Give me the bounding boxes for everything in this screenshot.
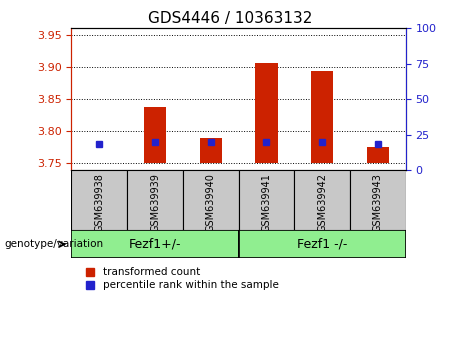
Text: GSM639940: GSM639940	[206, 173, 216, 232]
Text: Fezf1+/-: Fezf1+/-	[129, 238, 181, 251]
Text: GSM639939: GSM639939	[150, 173, 160, 232]
Bar	[71, 170, 127, 230]
Bar	[71, 230, 239, 258]
Bar	[294, 170, 350, 230]
Text: GDS4446 / 10363132: GDS4446 / 10363132	[148, 11, 313, 25]
Text: GSM639942: GSM639942	[317, 173, 327, 232]
Text: GSM639943: GSM639943	[373, 173, 383, 232]
Legend: transformed count, percentile rank within the sample: transformed count, percentile rank withi…	[86, 267, 278, 290]
Text: GSM639941: GSM639941	[261, 173, 272, 232]
Text: GSM639938: GSM639938	[95, 173, 104, 232]
Bar	[238, 230, 406, 258]
Bar	[238, 170, 294, 230]
Bar	[311, 72, 333, 164]
Bar	[366, 147, 389, 164]
Bar	[255, 63, 278, 164]
Bar	[88, 163, 111, 164]
Bar	[350, 170, 406, 230]
Bar	[200, 138, 222, 164]
Text: genotype/variation: genotype/variation	[5, 239, 104, 249]
Bar	[183, 170, 238, 230]
Text: Fezf1 -/-: Fezf1 -/-	[297, 238, 347, 251]
Bar	[127, 170, 183, 230]
Bar	[144, 107, 166, 164]
